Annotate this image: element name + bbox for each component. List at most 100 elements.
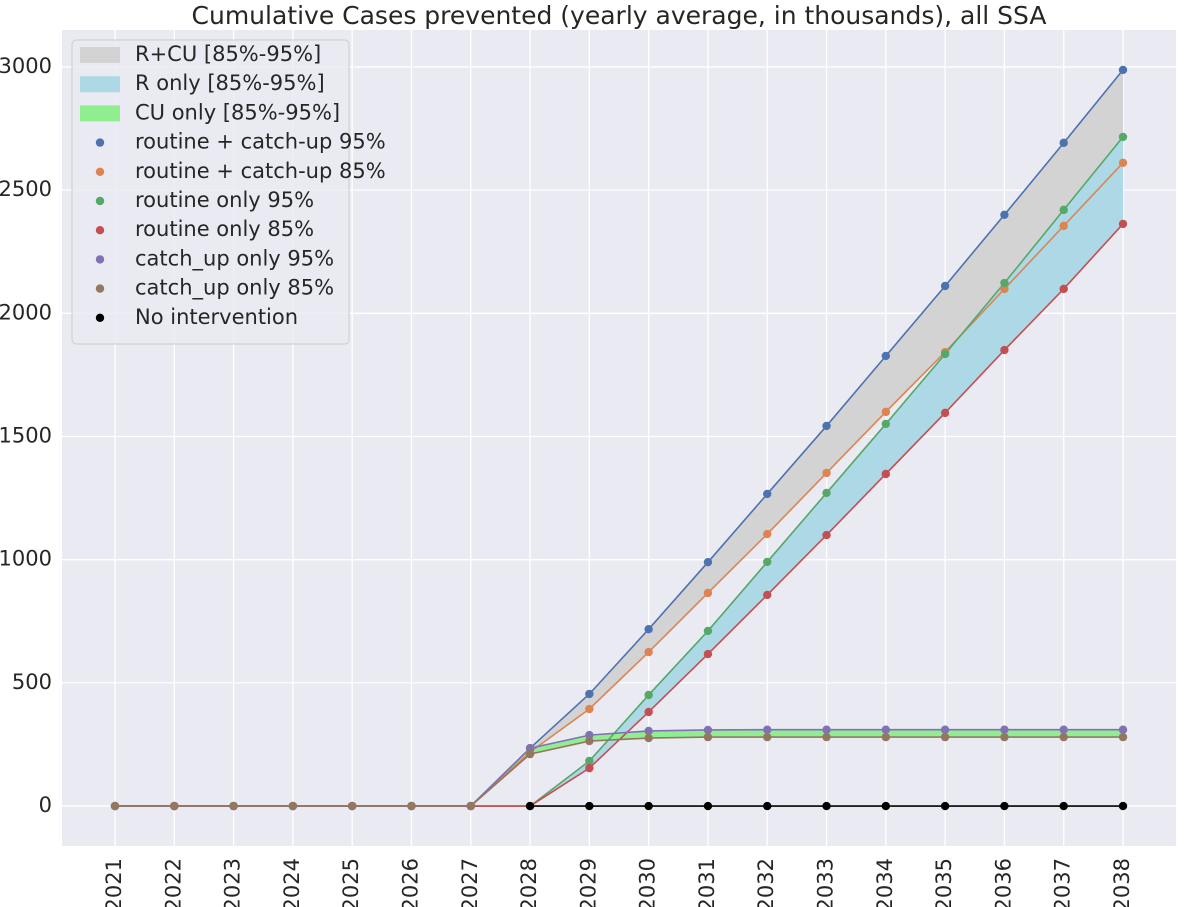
x-tick-label: 2035 [932, 858, 956, 907]
x-tick-label: 2028 [517, 858, 541, 907]
data-point [1059, 801, 1068, 811]
data-point [1000, 284, 1009, 294]
x-tick-label: 2033 [814, 858, 838, 907]
chart-title: Cumulative Cases prevented (yearly avera… [192, 1, 1047, 30]
data-point [644, 801, 653, 811]
data-point [1118, 132, 1128, 142]
data-point [822, 801, 831, 811]
legend-marker [95, 226, 105, 235]
x-tick-label: 2024 [280, 858, 304, 907]
data-point [881, 801, 891, 811]
data-point [763, 489, 772, 499]
data-point [1118, 801, 1128, 811]
data-point [1059, 138, 1068, 148]
legend-swatch [80, 76, 120, 93]
data-point [644, 733, 653, 743]
data-point [1118, 732, 1128, 742]
data-point [940, 732, 950, 742]
legend-marker [95, 196, 105, 206]
data-point [110, 801, 120, 811]
data-point [881, 732, 891, 742]
x-tick-label: 2036 [991, 858, 1015, 907]
data-point [822, 421, 831, 431]
data-point [1000, 278, 1009, 288]
legend-label: R only [85%-95%] [135, 71, 325, 95]
data-point [585, 689, 594, 699]
data-point [1000, 801, 1009, 811]
data-point [466, 801, 475, 811]
x-tick-label: 2022 [161, 858, 185, 907]
x-tick-label: 2029 [576, 858, 600, 907]
data-point [1059, 221, 1068, 231]
x-tick-label: 2037 [1051, 858, 1075, 907]
legend-marker [95, 313, 105, 322]
data-point [1118, 219, 1128, 229]
legend-marker [95, 284, 105, 293]
data-point [881, 725, 891, 734]
data-point [347, 801, 357, 811]
data-point [703, 557, 713, 567]
data-point [525, 743, 535, 753]
data-point [763, 557, 772, 567]
data-point [881, 469, 891, 479]
x-tick-label: 2032 [754, 858, 778, 907]
data-point [170, 801, 179, 811]
y-tick-label: 2000 [0, 300, 52, 324]
data-point [822, 468, 831, 478]
data-point [585, 736, 594, 746]
legend-marker [95, 255, 105, 264]
data-point [881, 407, 891, 417]
legend-swatch [80, 105, 120, 122]
legend-label: No intervention [135, 305, 298, 329]
data-point [1000, 345, 1009, 355]
data-point [1000, 732, 1009, 742]
data-point [763, 732, 772, 742]
y-tick-label: 2500 [0, 177, 52, 201]
data-point [525, 801, 535, 811]
data-point [585, 763, 594, 773]
data-point [644, 726, 653, 736]
data-point [1059, 732, 1068, 742]
data-point [703, 649, 713, 659]
legend-swatch [80, 47, 120, 63]
y-tick-label: 0 [39, 793, 52, 817]
x-tick-label: 2025 [339, 858, 363, 907]
data-point [1118, 65, 1128, 75]
data-point [703, 801, 713, 811]
x-tick-label: 2023 [221, 858, 245, 907]
data-point [822, 488, 831, 498]
legend-label: routine + catch-up 85% [135, 159, 386, 183]
data-point [763, 590, 772, 600]
legend-label: CU only [85%-95%] [135, 100, 340, 124]
x-tick-label: 2038 [1110, 858, 1134, 907]
legend-label: catch_up only 95% [135, 246, 334, 271]
data-point [644, 647, 653, 657]
data-point [763, 801, 772, 811]
legend-marker [95, 138, 105, 147]
data-point [822, 725, 831, 734]
y-tick-label: 3000 [0, 54, 52, 78]
series-line [115, 736, 1123, 807]
data-point [1059, 205, 1068, 215]
data-point [585, 801, 594, 811]
data-point [407, 801, 416, 811]
x-tick-label: 2034 [873, 858, 897, 907]
data-point [288, 801, 298, 811]
data-point [940, 349, 950, 359]
data-point [229, 801, 238, 811]
data-point [1059, 284, 1068, 294]
data-point [763, 725, 772, 734]
legend-label: routine only 85% [135, 217, 314, 241]
data-point [703, 626, 713, 636]
legend-box [71, 39, 350, 345]
y-tick-label: 1500 [0, 424, 52, 448]
x-tick-label: 2027 [458, 858, 482, 907]
data-point [1000, 210, 1009, 219]
data-point [940, 408, 950, 418]
data-point [881, 351, 891, 361]
data-point [881, 419, 891, 429]
data-point [1118, 725, 1128, 734]
data-point [940, 725, 950, 734]
legend-label: routine only 95% [135, 188, 314, 212]
data-point [763, 529, 772, 539]
